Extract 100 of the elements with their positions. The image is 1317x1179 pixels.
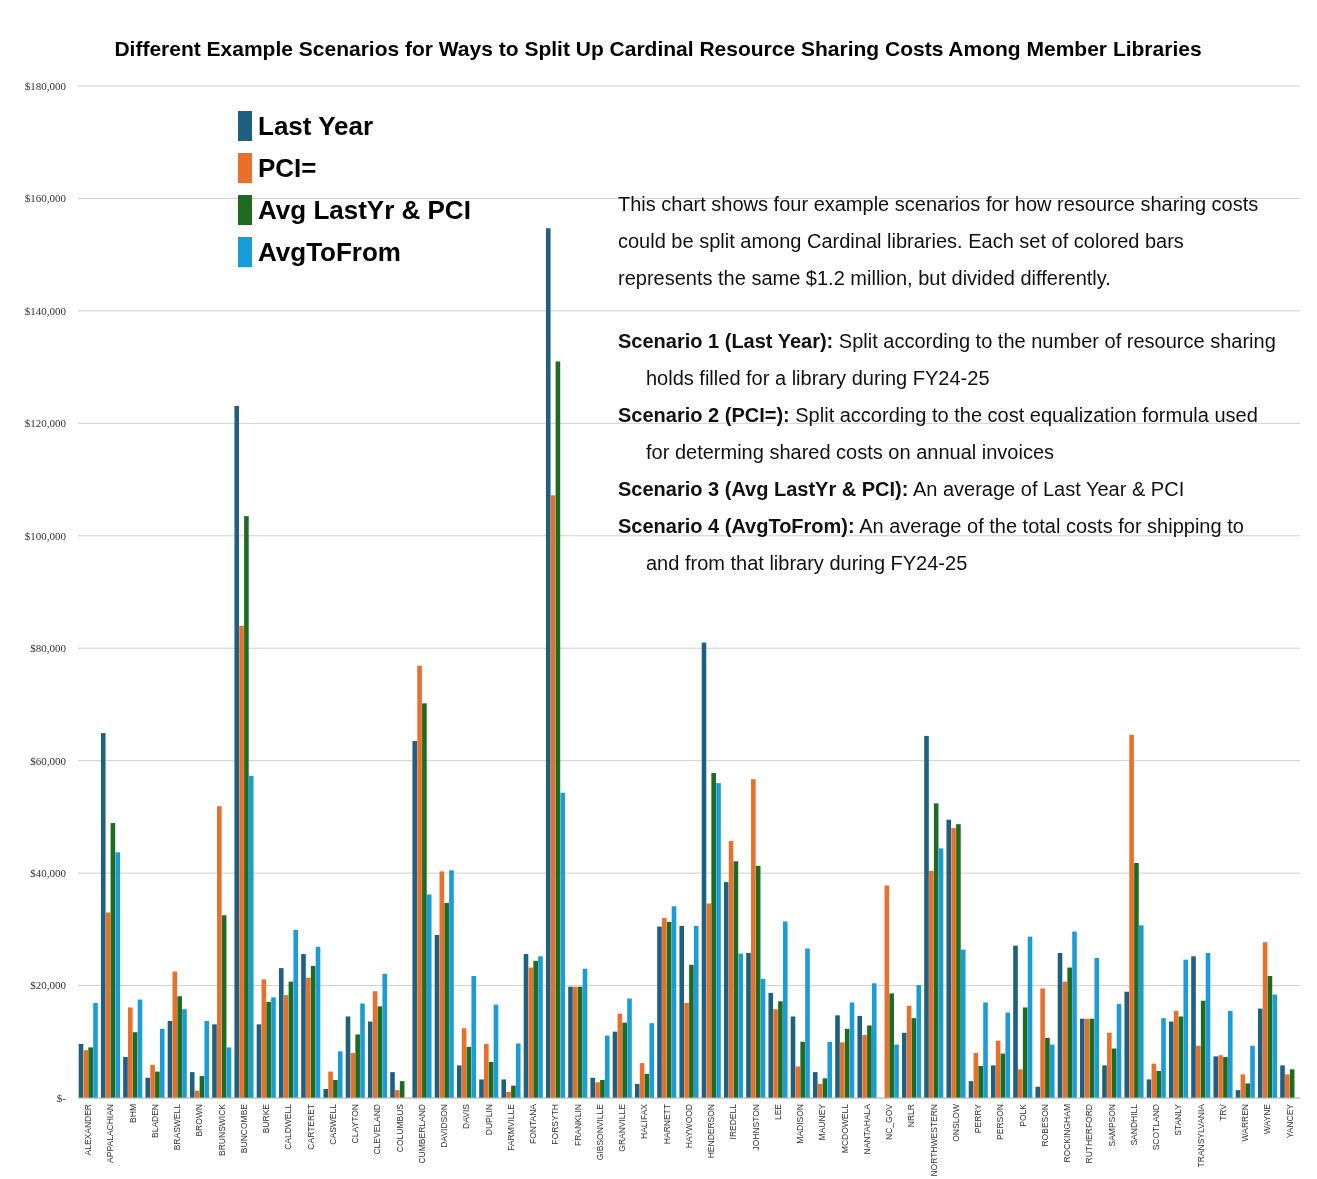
x-tick-label: NC_GOV xyxy=(884,1103,895,1140)
bar xyxy=(1013,945,1018,1098)
bar xyxy=(471,976,477,1098)
x-tick-label: GRANVILLE xyxy=(617,1103,628,1152)
legend-label: AvgToFrom xyxy=(258,237,401,267)
bar xyxy=(1161,1018,1166,1098)
bar xyxy=(805,948,810,1098)
bar xyxy=(182,1009,187,1098)
y-tick-label: $120,000 xyxy=(24,417,67,430)
bar xyxy=(693,925,699,1098)
bar xyxy=(449,870,454,1098)
x-tick-label: NRLR xyxy=(906,1104,917,1128)
bar xyxy=(812,1072,818,1098)
x-tick-label: CUMBERLAND xyxy=(416,1104,427,1164)
x-tick-label: BURKE xyxy=(261,1103,272,1134)
bar xyxy=(746,952,751,1098)
bar xyxy=(560,792,566,1098)
bar xyxy=(278,968,284,1098)
x-tick-label: RUTHERFORD xyxy=(1084,1104,1095,1164)
y-tick-label: $140,000 xyxy=(24,304,67,317)
bar xyxy=(1129,734,1134,1098)
x-tick-label: DUPLIN xyxy=(483,1104,494,1136)
x-tick-label: HENDERSON xyxy=(706,1104,717,1159)
bar xyxy=(145,1077,151,1098)
bar xyxy=(568,986,573,1098)
bar xyxy=(711,773,716,1098)
bar xyxy=(1107,1032,1112,1098)
x-tick-label: HAYWOOD xyxy=(683,1104,694,1149)
bar xyxy=(128,1007,133,1098)
bar xyxy=(573,986,578,1098)
bar xyxy=(889,993,894,1098)
bar xyxy=(515,1043,521,1098)
bar xyxy=(1079,1018,1085,1098)
annotation: Scenario 3 (Avg LastYr & PCI): An average of Last Year & PCI xyxy=(618,477,1186,502)
bar xyxy=(248,775,254,1098)
x-tick-label: BUNCOMBE xyxy=(238,1103,249,1154)
annotation: Scenario 4 (AvgToFrom): An average of the total costs for shipping to and from that library during FY24-25 xyxy=(618,514,1245,576)
x-tick-label: ALEXANDER xyxy=(83,1104,94,1156)
bar xyxy=(266,1001,271,1098)
bar xyxy=(1280,1065,1285,1098)
bar xyxy=(723,882,729,1098)
bar xyxy=(239,625,244,1098)
x-tick-label: MAUNEY xyxy=(817,1103,828,1141)
bar xyxy=(1094,958,1100,1098)
bar xyxy=(782,921,788,1098)
bar xyxy=(123,1056,128,1098)
bar xyxy=(355,1034,360,1098)
x-tick-label: COLUMBUS xyxy=(394,1103,405,1153)
legend-label: Avg LastYr & PCI xyxy=(258,195,471,225)
x-tick-label: STANLY xyxy=(1173,1103,1184,1136)
x-tick-label: TRV xyxy=(1217,1103,1228,1121)
x-tick-label: CLAYTON xyxy=(350,1104,361,1144)
bar xyxy=(88,1047,93,1098)
bar xyxy=(590,1077,596,1098)
bar xyxy=(867,1025,872,1098)
bar xyxy=(150,1064,155,1098)
bar xyxy=(1049,1044,1055,1098)
bar xyxy=(538,956,543,1098)
bar xyxy=(1218,1055,1223,1098)
x-tick-label: JOHNSTON xyxy=(750,1104,761,1151)
bar xyxy=(662,918,667,1098)
bar xyxy=(1272,994,1278,1098)
bar xyxy=(159,1028,165,1098)
bar xyxy=(800,1041,805,1098)
bar xyxy=(155,1071,160,1098)
bar xyxy=(684,1002,689,1098)
bar xyxy=(1196,1045,1201,1098)
bar xyxy=(501,1079,507,1098)
bar xyxy=(951,828,956,1098)
x-tick-label: ROBESON xyxy=(1039,1104,1050,1147)
y-tick-label: $100,000 xyxy=(24,529,67,542)
y-tick-label: $40,000 xyxy=(30,866,67,879)
bar xyxy=(649,1023,655,1098)
x-tick-label: POLK xyxy=(1017,1103,1028,1127)
bar xyxy=(1138,925,1144,1098)
bar xyxy=(511,1085,516,1098)
bar xyxy=(417,665,422,1098)
bar xyxy=(234,405,240,1098)
x-tick-label: ROCKINGHAM xyxy=(1062,1104,1073,1163)
bar xyxy=(93,1002,98,1098)
y-tick-label: $180,000 xyxy=(24,79,67,92)
bar xyxy=(484,1044,489,1098)
bar xyxy=(217,806,222,1098)
x-tick-label: ONSLOW xyxy=(950,1104,961,1142)
bar xyxy=(1156,1071,1161,1098)
x-tick-label: BROWN xyxy=(194,1104,205,1137)
chart-title: Different Example Scenarios for Ways to Split Up Cardinal Resource Sharing Costs Among Member Libraries xyxy=(114,37,1202,60)
bar xyxy=(738,953,744,1098)
bar xyxy=(1245,1083,1250,1098)
bar xyxy=(177,996,182,1098)
bar xyxy=(1134,862,1139,1098)
bar xyxy=(840,1042,845,1098)
bar xyxy=(983,1002,988,1098)
x-tick-label: LEE xyxy=(772,1103,783,1121)
bar xyxy=(456,1065,462,1098)
bar xyxy=(1005,1012,1011,1098)
x-tick-label: SAMPSON xyxy=(1106,1104,1117,1147)
x-tick-label: HALIFAX xyxy=(639,1103,650,1139)
x-tick-label: CALDWELL xyxy=(283,1103,294,1150)
bar xyxy=(1285,1074,1290,1098)
